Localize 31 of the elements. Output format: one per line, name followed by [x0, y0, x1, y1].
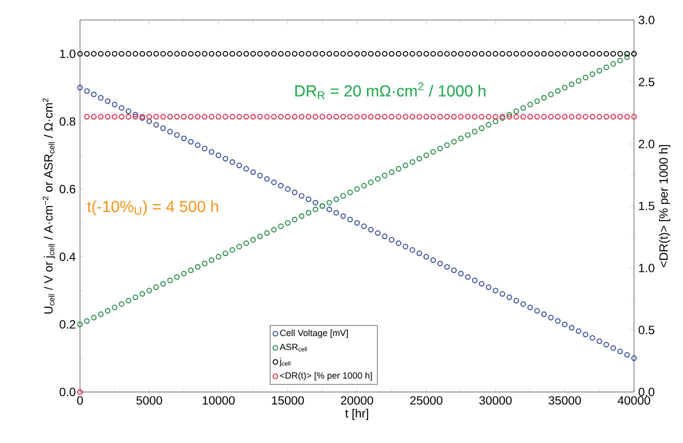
x-tick-label: 5000 — [136, 396, 162, 405]
x-tick-label: 0 — [77, 396, 83, 405]
y2-tick-label: 1.5 — [639, 202, 654, 210]
y2-tick-label: 2.0 — [638, 140, 654, 148]
legend-label: <DR(t)> [% per 1000 h] — [280, 372, 372, 380]
y2-tick-label: 3.0 — [638, 16, 654, 24]
y-tick-label: 0.2 — [60, 320, 76, 329]
y2-axis-title: <DR(t)> [% per 1000 h] — [659, 145, 670, 268]
text: U$_{cell}$ / V or j$_{cell}$ / A·cm$^{−2}$ or ASR$_{cell}$ / Ω·cm$^{2}$ — [42, 98, 56, 314]
x-tick-label: 35000 — [548, 396, 581, 405]
x-tick-label: 10000 — [202, 396, 235, 405]
y-tick-label: 0.6 — [60, 184, 76, 194]
x-tick-label: 25000 — [410, 396, 442, 405]
y2-tick-label: 0.0 — [638, 388, 654, 396]
y2-tick-label: 1.0 — [639, 264, 654, 272]
x-tick-label: 20000 — [340, 396, 374, 405]
legend-label: j$_{cell}$ — [279, 358, 290, 366]
y-tick-label: 0.4 — [60, 252, 76, 261]
y-tick-label: 0.0 — [60, 388, 76, 396]
x-tick-label: 40000 — [618, 396, 650, 405]
x-axis-title: t [hr] — [345, 408, 368, 420]
legend-label: ASR$_{cell}$ — [280, 344, 307, 352]
y-tick-label: 0.8 — [60, 117, 76, 126]
x-tick-label: 15000 — [272, 396, 304, 405]
x-tick-label: 30000 — [479, 396, 512, 405]
y2-tick-label: 2.5 — [638, 78, 654, 86]
y-tick-label: 1.0 — [60, 50, 76, 58]
legend-label: Cell Voltage [mV] — [280, 330, 348, 338]
annotation: DR$_{R}$ = 20 mΩ·cm$^{2}$ / 1000 h — [295, 82, 486, 99]
y2-tick-label: 0.5 — [638, 326, 654, 334]
annotation: t(-10%$_{U}$) = 4 500 h — [87, 200, 218, 216]
